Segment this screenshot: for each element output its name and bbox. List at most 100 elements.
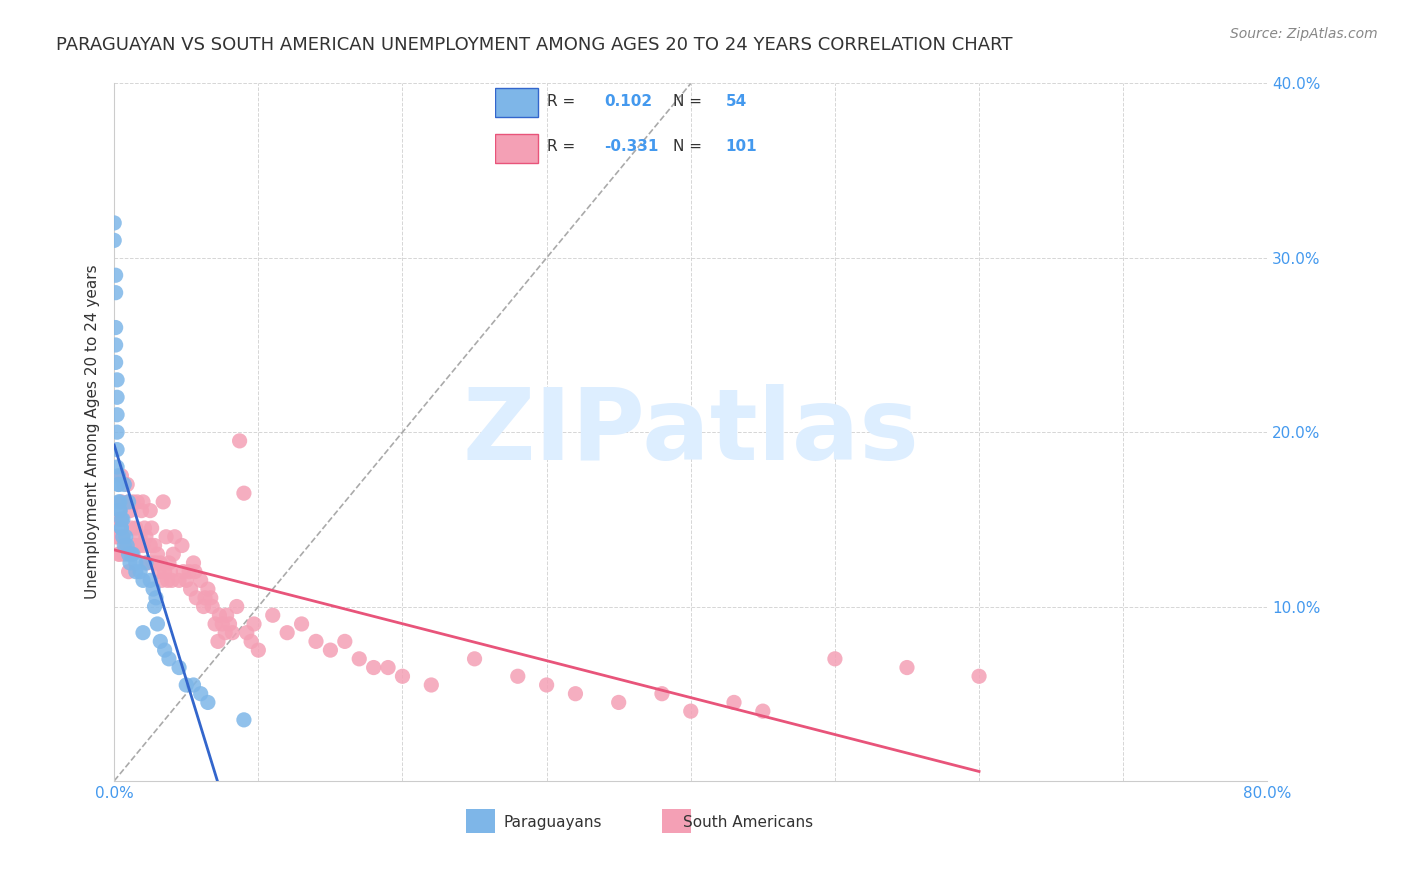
Point (319, 643, 342, 657)
Point (152, 495, 174, 509)
Point (117, 547, 139, 561)
Point (225, 599, 247, 614)
Point (160, 574, 183, 588)
Point (112, 477, 135, 491)
Point (117, 495, 139, 509)
Point (105, 390, 128, 404)
Point (111, 530, 134, 544)
Point (110, 495, 132, 509)
Point (114, 539, 136, 553)
Point (108, 503, 131, 517)
Point (104, 530, 127, 544)
Point (149, 634, 172, 648)
Point (243, 617, 266, 632)
Point (117, 495, 139, 509)
Point (110, 521, 132, 535)
Point (143, 599, 166, 614)
Point (156, 574, 179, 588)
Point (333, 634, 356, 648)
Point (262, 608, 284, 623)
Point (105, 425, 128, 439)
Point (305, 634, 328, 648)
Point (139, 574, 162, 588)
Point (155, 530, 177, 544)
Point (108, 503, 131, 517)
Point (240, 634, 263, 648)
Point (159, 565, 181, 579)
Point (132, 539, 155, 553)
Point (464, 652, 486, 666)
Point (180, 582, 202, 596)
Point (679, 704, 702, 718)
Point (193, 599, 215, 614)
Point (141, 521, 163, 535)
Point (105, 442, 128, 457)
Point (420, 678, 443, 692)
Point (651, 687, 673, 701)
Point (197, 582, 219, 596)
Point (363, 660, 385, 674)
Point (148, 565, 170, 579)
Point (125, 565, 148, 579)
Point (157, 652, 180, 666)
Point (232, 713, 254, 727)
Point (194, 591, 217, 605)
Point (184, 565, 207, 579)
Point (215, 608, 238, 623)
Point (142, 582, 165, 596)
Text: ZIPatlas: ZIPatlas (463, 384, 920, 481)
Point (143, 539, 166, 553)
Point (107, 468, 129, 483)
Point (564, 687, 586, 701)
Point (110, 512, 132, 526)
Point (145, 591, 167, 605)
Point (103, 216, 125, 230)
Point (110, 512, 132, 526)
Point (247, 643, 270, 657)
Point (115, 539, 138, 553)
Point (506, 669, 529, 683)
Point (104, 320, 127, 334)
Point (132, 625, 155, 640)
Point (132, 495, 155, 509)
Point (214, 625, 236, 640)
Point (142, 556, 165, 570)
Bar (662, 809, 690, 833)
Point (104, 338, 127, 352)
Point (108, 495, 131, 509)
Point (377, 660, 399, 674)
Point (207, 634, 229, 648)
Point (107, 547, 129, 561)
Point (349, 652, 371, 666)
Point (208, 608, 231, 623)
Point (132, 574, 155, 588)
Point (190, 574, 212, 588)
Point (121, 547, 143, 561)
Point (105, 408, 128, 422)
Point (112, 547, 135, 561)
Point (276, 625, 298, 640)
Point (105, 530, 128, 544)
Point (105, 460, 128, 475)
Point (190, 687, 212, 701)
Point (146, 617, 169, 632)
Point (118, 556, 141, 570)
Point (146, 547, 169, 561)
Text: PARAGUAYAN VS SOUTH AMERICAN UNEMPLOYMENT AMONG AGES 20 TO 24 YEARS CORRELATION : PARAGUAYAN VS SOUTH AMERICAN UNEMPLOYMEN… (56, 36, 1012, 54)
Point (170, 539, 193, 553)
Point (967, 669, 990, 683)
Point (236, 625, 259, 640)
Point (117, 565, 139, 579)
Point (204, 617, 226, 632)
Point (221, 625, 243, 640)
Point (200, 591, 222, 605)
Point (149, 556, 172, 570)
Point (136, 556, 159, 570)
Point (607, 695, 630, 709)
Point (124, 539, 146, 553)
Point (186, 591, 208, 605)
Text: Source: ZipAtlas.com: Source: ZipAtlas.com (1230, 27, 1378, 41)
Point (111, 512, 134, 526)
Point (723, 695, 745, 709)
Point (115, 477, 138, 491)
